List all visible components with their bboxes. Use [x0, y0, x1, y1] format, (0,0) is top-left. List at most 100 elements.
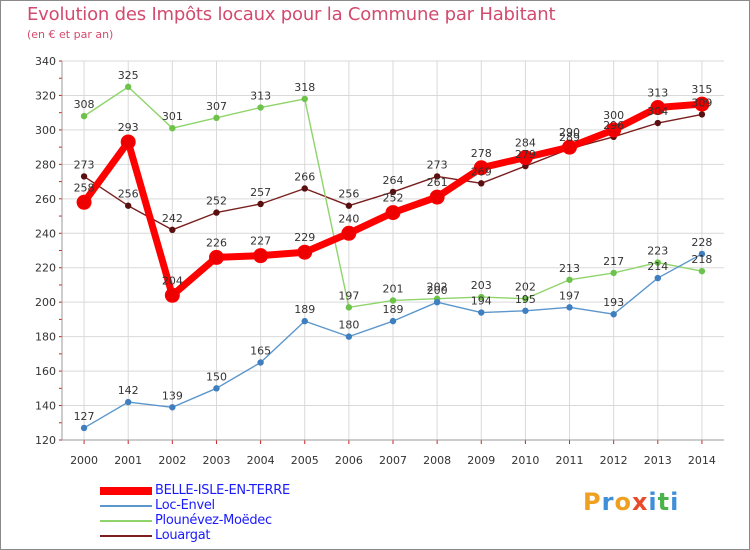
- data-label: 307: [206, 100, 227, 113]
- data-label: 290: [559, 126, 580, 139]
- y-tick-label: 260: [35, 193, 56, 206]
- data-point: [522, 295, 529, 302]
- data-point: [125, 202, 132, 209]
- logo-letter: t: [657, 488, 671, 516]
- data-label: 189: [294, 303, 315, 316]
- data-label: 197: [338, 289, 359, 302]
- legend-swatch: [100, 520, 152, 522]
- data-point: [164, 287, 180, 303]
- data-label: 266: [294, 170, 315, 183]
- data-label: 195: [515, 293, 536, 306]
- y-tick-label: 240: [35, 227, 56, 240]
- data-label: 257: [250, 186, 271, 199]
- legend-label: BELLE-ISLE-EN-TERRE: [155, 483, 290, 498]
- data-point: [125, 398, 132, 406]
- data-point: [301, 317, 308, 325]
- data-point: [698, 111, 706, 118]
- logo-letter: i: [670, 488, 680, 516]
- x-tick-label: 2002: [158, 454, 186, 467]
- x-tick-label: 2000: [70, 454, 98, 467]
- x-tick-label: 2008: [423, 454, 451, 467]
- data-label: 279: [515, 148, 536, 161]
- data-label: 252: [206, 195, 227, 208]
- data-label: 256: [338, 188, 359, 201]
- data-point: [120, 134, 136, 150]
- data-label: 226: [206, 236, 227, 249]
- data-point: [345, 333, 353, 340]
- data-point: [213, 114, 220, 122]
- data-label: 296: [603, 119, 624, 132]
- legend-swatch: [100, 505, 152, 507]
- data-point: [301, 185, 308, 192]
- x-tick-label: 2010: [511, 454, 539, 467]
- data-point: [345, 202, 353, 209]
- data-label: 203: [471, 279, 492, 292]
- data-point: [80, 112, 88, 120]
- data-label: 228: [691, 236, 712, 249]
- logo-letter: P: [583, 488, 602, 516]
- x-tick-label: 2004: [247, 454, 275, 467]
- y-tick-label: 300: [35, 124, 56, 137]
- y-tick-label: 340: [35, 55, 56, 68]
- data-point: [698, 250, 706, 258]
- data-point: [76, 194, 92, 210]
- chart-subtitle: (en € et par an): [27, 28, 114, 41]
- y-tick-label: 200: [35, 296, 56, 309]
- data-point: [517, 149, 533, 165]
- data-point: [169, 124, 176, 132]
- legend-swatch: [100, 487, 152, 495]
- x-tick-label: 2005: [291, 454, 319, 467]
- logo-letter: i: [648, 488, 658, 516]
- logo-letter: o: [614, 488, 632, 516]
- x-tick-label: 2011: [556, 454, 584, 467]
- legend-item: Loc-Envel: [100, 498, 360, 514]
- data-point: [257, 200, 264, 208]
- legend-label: Plounévez-Moëdec: [155, 513, 272, 528]
- data-label: 273: [427, 158, 448, 171]
- proxiti-logo: Proxiti: [583, 488, 679, 516]
- data-point: [566, 276, 573, 283]
- data-point: [478, 309, 485, 316]
- data-point: [654, 119, 661, 127]
- data-point: [80, 424, 88, 432]
- x-tick-label: 2007: [379, 454, 407, 467]
- data-point: [341, 225, 357, 241]
- data-label: 308: [74, 98, 95, 111]
- data-label: 223: [647, 245, 668, 258]
- data-label: 278: [471, 147, 492, 160]
- data-point: [433, 173, 441, 180]
- data-point: [433, 298, 441, 306]
- y-tick-label: 120: [35, 434, 56, 447]
- y-tick-label: 280: [35, 158, 56, 171]
- data-point: [208, 249, 224, 265]
- data-label: 301: [162, 110, 183, 123]
- data-label: 309: [691, 96, 712, 109]
- data-point: [473, 160, 489, 176]
- chart-legend: BELLE-ISLE-EN-TERRE Loc-Envel Plounévez-Mo…: [100, 483, 360, 544]
- data-point: [698, 267, 706, 275]
- data-point: [389, 188, 397, 196]
- data-point: [654, 259, 661, 266]
- data-point: [606, 122, 622, 138]
- data-label: 197: [559, 289, 580, 302]
- legend-swatch: [100, 535, 152, 537]
- data-label: 139: [162, 389, 183, 402]
- data-point: [80, 173, 88, 180]
- data-point: [610, 311, 617, 318]
- y-tick-label: 320: [35, 89, 56, 102]
- data-point: [125, 83, 132, 91]
- data-point: [257, 359, 264, 366]
- data-point: [610, 269, 617, 277]
- data-label: 127: [74, 410, 95, 423]
- legend-item: Louargat: [100, 528, 360, 544]
- data-point: [297, 244, 313, 260]
- data-label: 227: [250, 235, 271, 248]
- line-chart: 120 140 160 180 200 220 240 260 280 300 320 340 2000…: [35, 55, 724, 467]
- data-label: 315: [691, 83, 712, 96]
- data-point: [301, 95, 308, 103]
- data-label: 204: [162, 274, 183, 287]
- data-label: 201: [383, 282, 404, 295]
- data-point: [522, 307, 529, 314]
- data-label: 258: [74, 181, 95, 194]
- data-label: 189: [383, 303, 404, 316]
